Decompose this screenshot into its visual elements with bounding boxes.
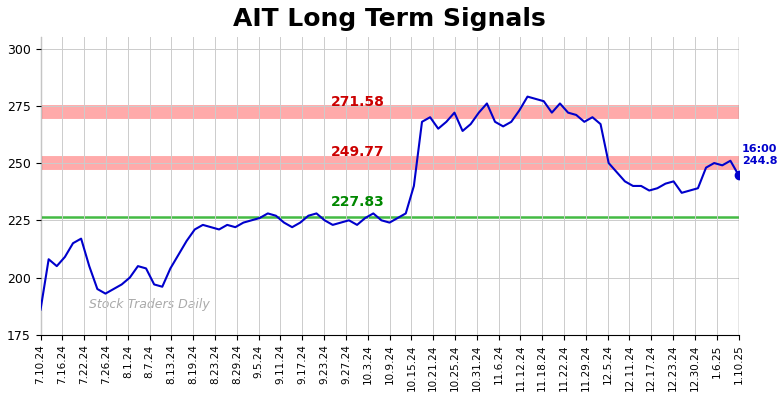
Title: AIT Long Term Signals: AIT Long Term Signals bbox=[233, 7, 546, 31]
Text: 249.77: 249.77 bbox=[0, 397, 1, 398]
Text: Stock Traders Daily: Stock Traders Daily bbox=[89, 298, 210, 311]
Text: 271.58: 271.58 bbox=[0, 397, 1, 398]
Text: 227.83: 227.83 bbox=[332, 195, 385, 209]
Text: 271.58: 271.58 bbox=[331, 95, 385, 109]
Text: 227.83: 227.83 bbox=[0, 397, 1, 398]
Text: 249.77: 249.77 bbox=[332, 145, 385, 159]
Text: 271.58: 271.58 bbox=[0, 397, 1, 398]
Text: 16:00
244.8: 16:00 244.8 bbox=[742, 144, 778, 166]
